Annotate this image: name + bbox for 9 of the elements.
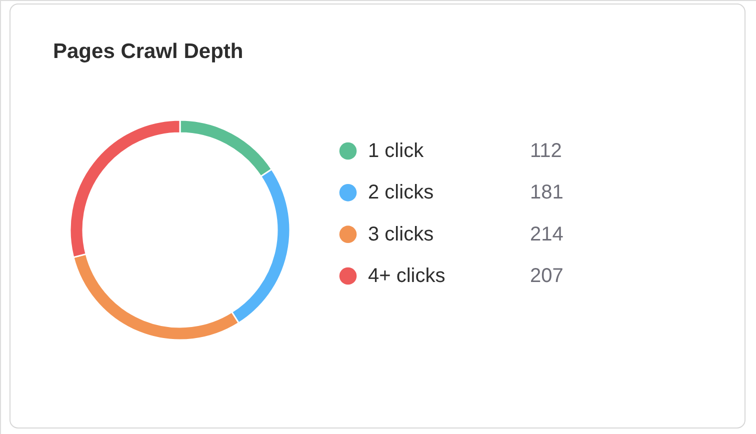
data-label: 214	[530, 223, 564, 246]
chart-title: Pages Crawl Depth	[53, 40, 244, 63]
legend-label: 1 click	[368, 140, 425, 162]
legend-label: 2 clicks	[368, 182, 434, 204]
data-label: 112	[530, 140, 562, 162]
data-label: 207	[530, 265, 564, 287]
legend-label: 3 clicks	[368, 223, 434, 246]
legend-label: 4+ clicks	[368, 265, 446, 287]
data-label: 181	[530, 182, 564, 204]
